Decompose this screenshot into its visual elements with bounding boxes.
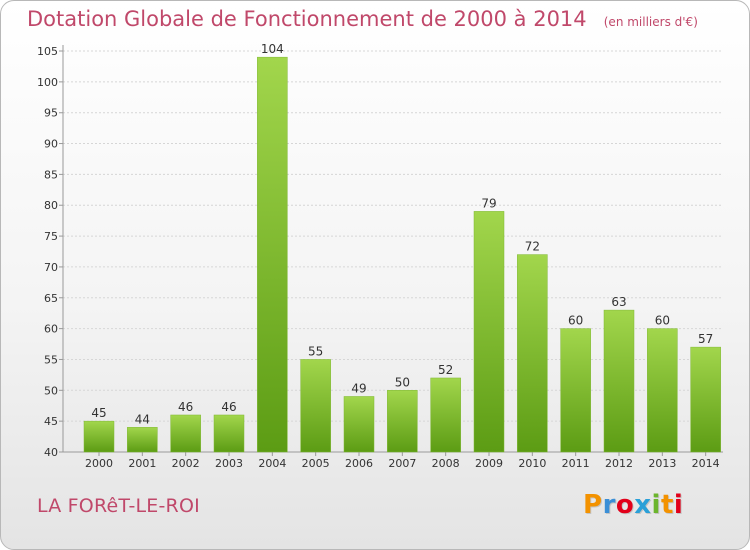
bar: [647, 328, 678, 453]
x-tick-label: 2004: [258, 457, 286, 470]
y-tick-label: 40: [44, 446, 58, 459]
logo-letter: t: [660, 490, 674, 520]
y-tick-label: 85: [44, 168, 58, 181]
y-tick-label: 55: [44, 353, 58, 366]
x-tick-label: 2012: [605, 457, 633, 470]
y-tick-label: 70: [44, 261, 58, 274]
bar-value-label: 50: [395, 375, 410, 389]
x-tick-label: 2010: [518, 457, 546, 470]
bar-value-label: 72: [525, 240, 540, 254]
x-tick-label: 2006: [345, 457, 373, 470]
bar-value-label: 60: [655, 314, 670, 328]
bar: [257, 56, 288, 453]
bar: [300, 359, 331, 453]
x-tick-label: 2009: [475, 457, 503, 470]
bar-value-label: 49: [351, 381, 366, 395]
y-tick-label: 45: [44, 415, 58, 428]
x-tick-label: 2000: [85, 457, 113, 470]
x-tick-label: 2003: [215, 457, 243, 470]
bar: [213, 414, 245, 453]
bar: [603, 309, 635, 453]
bar: [343, 396, 375, 453]
bar: [473, 211, 505, 453]
logo-letter: i: [651, 490, 661, 520]
x-tick-label: 2008: [432, 457, 460, 470]
bar-value-label: 45: [91, 406, 106, 420]
x-tick-labels: 2000 2001 2002 2003 2004 2005 2006 2007 2008 2009…: [85, 457, 720, 470]
x-tick-label: 2002: [172, 457, 200, 470]
bar-value-label: 60: [568, 314, 583, 328]
chart-title: Dotation Globale de Fonctionnement de 20…: [27, 7, 587, 31]
bar: [690, 346, 721, 453]
bar-value-label: 46: [178, 400, 193, 414]
x-tick-label: 2007: [388, 457, 416, 470]
place-name: LA FORêT-LE-ROI: [37, 495, 200, 517]
x-tick-label: 2014: [692, 457, 720, 470]
bar-value-label: 57: [698, 332, 713, 346]
bars: [83, 56, 721, 453]
bar-value-label: 104: [261, 42, 284, 56]
y-tick-label: 50: [44, 384, 58, 397]
y-tick-label: 90: [44, 138, 58, 151]
logo-letter: x: [634, 490, 652, 520]
bar-value-label: 44: [135, 412, 150, 426]
bar: [83, 420, 115, 453]
x-tick-label: 2005: [302, 457, 330, 470]
bar: [127, 427, 158, 453]
y-tick-label: 100: [37, 76, 58, 89]
logo-letter: o: [615, 490, 635, 520]
bar: [170, 414, 201, 453]
x-tick-label: 2001: [128, 457, 156, 470]
y-tick-label: 105: [37, 45, 58, 58]
proxiti-logo[interactable]: Proxiti: [583, 490, 683, 520]
y-tick-label: 75: [44, 230, 58, 243]
y-tick-label: 65: [44, 292, 58, 305]
bar: [430, 377, 461, 453]
value-labels: 45 44 46 46 104 55 49 50 52 79 72 60 63 60 57: [91, 42, 713, 426]
bar-value-label: 52: [438, 363, 453, 377]
y-tick-labels: 40 45 50 55 60 65 70 75 80 85 90 95 100 105: [37, 45, 58, 459]
x-tick-label: 2011: [562, 457, 590, 470]
bar: [387, 390, 418, 453]
logo-letter: r: [602, 490, 616, 520]
x-tick-label: 2013: [648, 457, 676, 470]
bar: [517, 254, 548, 453]
bar-value-label: 55: [308, 344, 323, 358]
logo-letter: i: [673, 490, 684, 520]
title-row: Dotation Globale de Fonctionnement de 20…: [27, 7, 698, 31]
bar-value-label: 79: [481, 196, 496, 210]
logo-letter: P: [583, 490, 603, 520]
bar-value-label: 63: [611, 295, 626, 309]
bar: [560, 328, 591, 453]
y-tick-label: 60: [44, 323, 58, 336]
y-tick-label: 95: [44, 107, 58, 120]
bar-value-label: 46: [221, 400, 236, 414]
chart-subtitle: (en milliers d'€): [603, 15, 698, 29]
y-tick-label: 80: [44, 199, 58, 212]
